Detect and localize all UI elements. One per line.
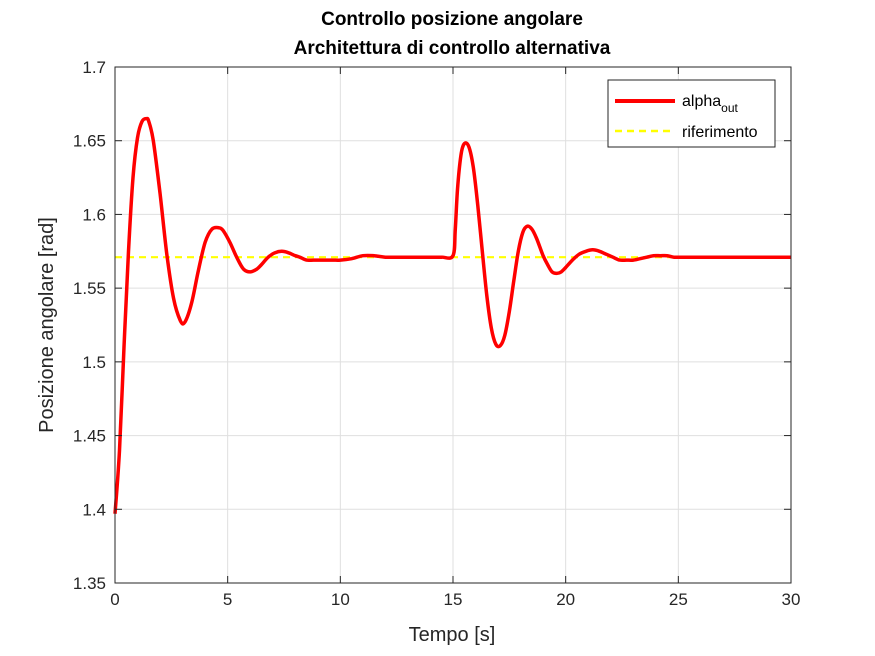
- x-tick-label: 10: [331, 590, 350, 609]
- series-line-alpha-out: [113, 116, 791, 514]
- tick-labels: 0 5 10 15 20 25 30 1.35 1.4 1.45 1.5 1.55 1.6 1.65 1.7: [73, 58, 801, 609]
- y-tick-label: 1.4: [82, 500, 106, 519]
- y-tick-label: 1.5: [82, 353, 106, 372]
- y-tick-label: 1.35: [73, 574, 106, 593]
- chart-title-line-2: Architettura di controllo alternativa: [294, 38, 611, 59]
- x-axis-label: Tempo [s]: [409, 624, 496, 646]
- x-tick-label: 20: [556, 590, 575, 609]
- y-tick-label: 1.6: [82, 205, 106, 224]
- legend-label-alpha-subscript: out: [721, 101, 738, 115]
- y-tick-label: 1.45: [73, 427, 106, 446]
- legend-box: [607, 79, 776, 148]
- y-tick-label: 1.65: [73, 132, 106, 151]
- y-tick-label: 1.7: [82, 58, 106, 77]
- y-tick-label: 1.55: [73, 279, 106, 298]
- plot-area: [113, 116, 791, 514]
- grid: [115, 67, 791, 583]
- chart-title-line-1: Controllo posizione angolare: [321, 9, 583, 30]
- legend-label-alpha-out: alphaout: [682, 93, 739, 115]
- legend: alphaout riferimento: [607, 79, 776, 148]
- y-axis-label: Posizione angolare [rad]: [36, 217, 58, 433]
- x-tick-label: 5: [223, 590, 232, 609]
- legend-label-riferimento: riferimento: [682, 124, 758, 141]
- axes-frame: [114, 66, 792, 584]
- x-tick-label: 0: [110, 590, 119, 609]
- x-tick-label: 15: [444, 590, 463, 609]
- legend-label-alpha-base: alpha: [682, 93, 721, 110]
- x-tick-label: 25: [669, 590, 688, 609]
- x-tick-label: 30: [782, 590, 801, 609]
